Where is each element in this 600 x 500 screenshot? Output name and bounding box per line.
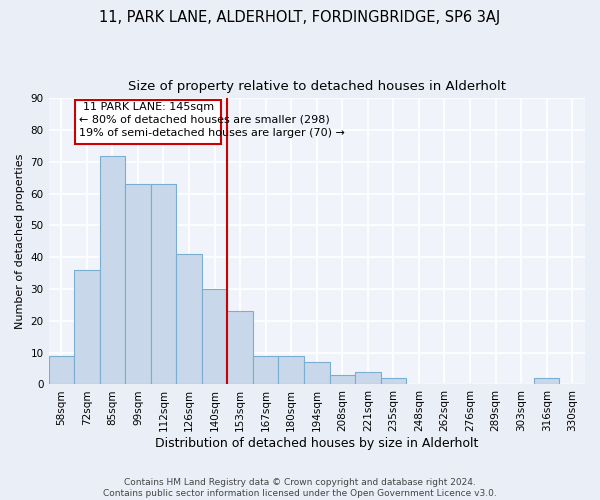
FancyBboxPatch shape <box>76 100 221 144</box>
Bar <box>253 356 278 384</box>
Text: Contains HM Land Registry data © Crown copyright and database right 2024.
Contai: Contains HM Land Registry data © Crown c… <box>103 478 497 498</box>
Bar <box>304 362 329 384</box>
Bar <box>278 356 304 384</box>
Bar <box>329 375 355 384</box>
X-axis label: Distribution of detached houses by size in Alderholt: Distribution of detached houses by size … <box>155 437 478 450</box>
Bar <box>176 254 202 384</box>
Title: Size of property relative to detached houses in Alderholt: Size of property relative to detached ho… <box>128 80 506 93</box>
Bar <box>74 270 100 384</box>
Bar <box>227 312 253 384</box>
Bar <box>49 356 74 384</box>
Text: 19% of semi-detached houses are larger (70) →: 19% of semi-detached houses are larger (… <box>79 128 345 138</box>
Bar <box>125 184 151 384</box>
Text: ← 80% of detached houses are smaller (298): ← 80% of detached houses are smaller (29… <box>79 115 330 125</box>
Bar <box>151 184 176 384</box>
Bar <box>534 378 559 384</box>
Y-axis label: Number of detached properties: Number of detached properties <box>15 154 25 329</box>
Bar <box>380 378 406 384</box>
Text: 11 PARK LANE: 145sqm: 11 PARK LANE: 145sqm <box>83 102 214 112</box>
Bar <box>100 156 125 384</box>
Bar <box>355 372 380 384</box>
Bar <box>202 289 227 384</box>
Text: 11, PARK LANE, ALDERHOLT, FORDINGBRIDGE, SP6 3AJ: 11, PARK LANE, ALDERHOLT, FORDINGBRIDGE,… <box>100 10 500 25</box>
